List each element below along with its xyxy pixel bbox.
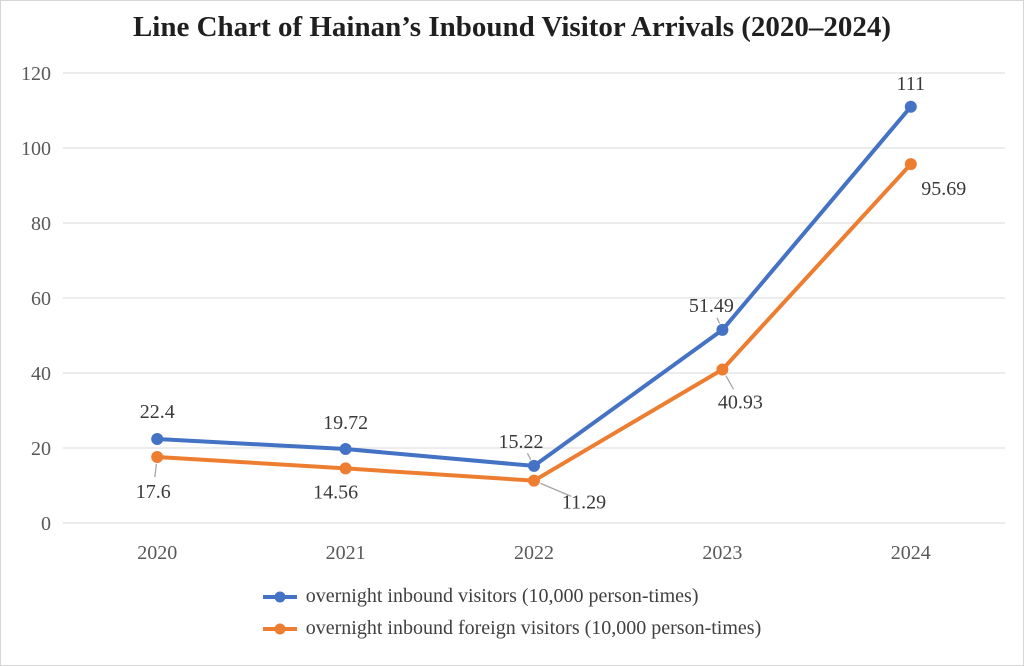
x-tick-label: 2020 xyxy=(137,542,177,564)
y-tick-label: 60 xyxy=(31,288,51,310)
data-point xyxy=(151,451,164,463)
data-point xyxy=(528,459,540,472)
x-tick-label: 2023 xyxy=(702,542,742,564)
data-point xyxy=(716,363,729,376)
data-point xyxy=(339,462,352,475)
data-label-leader-line xyxy=(526,453,532,461)
data-label: 111 xyxy=(897,73,926,95)
data-point xyxy=(528,474,540,487)
legend-label: overnight inbound visitors (10,000 perso… xyxy=(305,585,699,607)
legend-item-overnight-inbound-visitors: overnight inbound visitors (10,000 perso… xyxy=(262,585,699,608)
data-label: 15.22 xyxy=(499,431,544,453)
data-label: 19.72 xyxy=(323,412,368,434)
legend-label: overnight inbound foreign visitors (10,0… xyxy=(305,617,762,639)
legend-item-overnight-inbound-foreign-visitors: overnight inbound foreign visitors (10,0… xyxy=(262,617,762,640)
x-tick-label: 2021 xyxy=(326,542,366,564)
data-label: 11.29 xyxy=(562,492,606,514)
y-tick-label: 40 xyxy=(31,363,51,385)
data-point xyxy=(904,158,917,171)
data-label: 17.6 xyxy=(136,481,171,503)
y-tick-label: 0 xyxy=(41,513,51,535)
data-point xyxy=(151,433,164,445)
y-tick-label: 100 xyxy=(21,138,51,160)
y-tick-label: 120 xyxy=(21,63,51,85)
x-tick-label: 2022 xyxy=(514,542,554,564)
y-tick-label: 20 xyxy=(31,438,51,460)
data-label-leader-line xyxy=(716,317,721,324)
data-point xyxy=(904,100,917,113)
data-label: 14.56 xyxy=(313,481,358,503)
legend: overnight inbound visitors (10,000 perso… xyxy=(1,585,1023,640)
chart-title: Line Chart of Hainan’s Inbound Visitor A… xyxy=(132,11,892,43)
y-tick-label: 80 xyxy=(31,213,51,235)
data-label-leader-line xyxy=(154,463,158,478)
data-label: 40.93 xyxy=(718,392,763,414)
legend-line-marker-icon xyxy=(262,623,297,634)
data-label-leader-line xyxy=(725,375,735,390)
data-point xyxy=(716,323,729,336)
x-tick-label: 2024 xyxy=(891,542,931,564)
legend-dot-icon xyxy=(274,623,286,634)
legend-line-marker-icon xyxy=(262,591,297,602)
data-point xyxy=(339,443,352,456)
data-label-leader-line xyxy=(540,482,572,497)
data-label: 22.4 xyxy=(140,401,175,423)
data-label: 95.69 xyxy=(921,178,966,200)
legend-dot-icon xyxy=(274,591,286,602)
data-label: 51.49 xyxy=(689,295,734,317)
legend-items: overnight inbound visitors (10,000 perso… xyxy=(262,585,762,640)
